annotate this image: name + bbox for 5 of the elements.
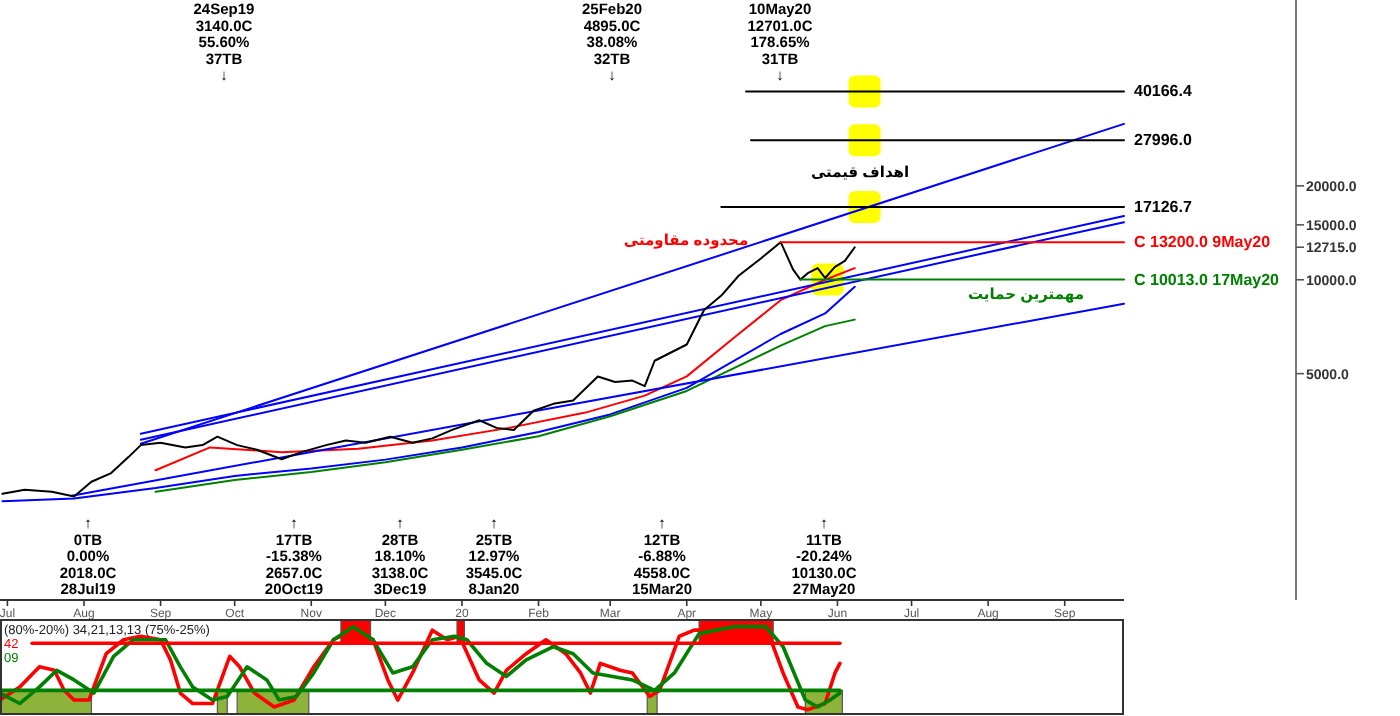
data-label: C 13200.0 9May20 — [1134, 233, 1272, 252]
data-label: 40166.4 — [1134, 82, 1193, 101]
data-label: C 10013.0 17May20 — [1134, 270, 1281, 289]
data-label: 17126.7 — [1134, 197, 1193, 216]
data-label: 27996.0 — [1134, 131, 1193, 150]
